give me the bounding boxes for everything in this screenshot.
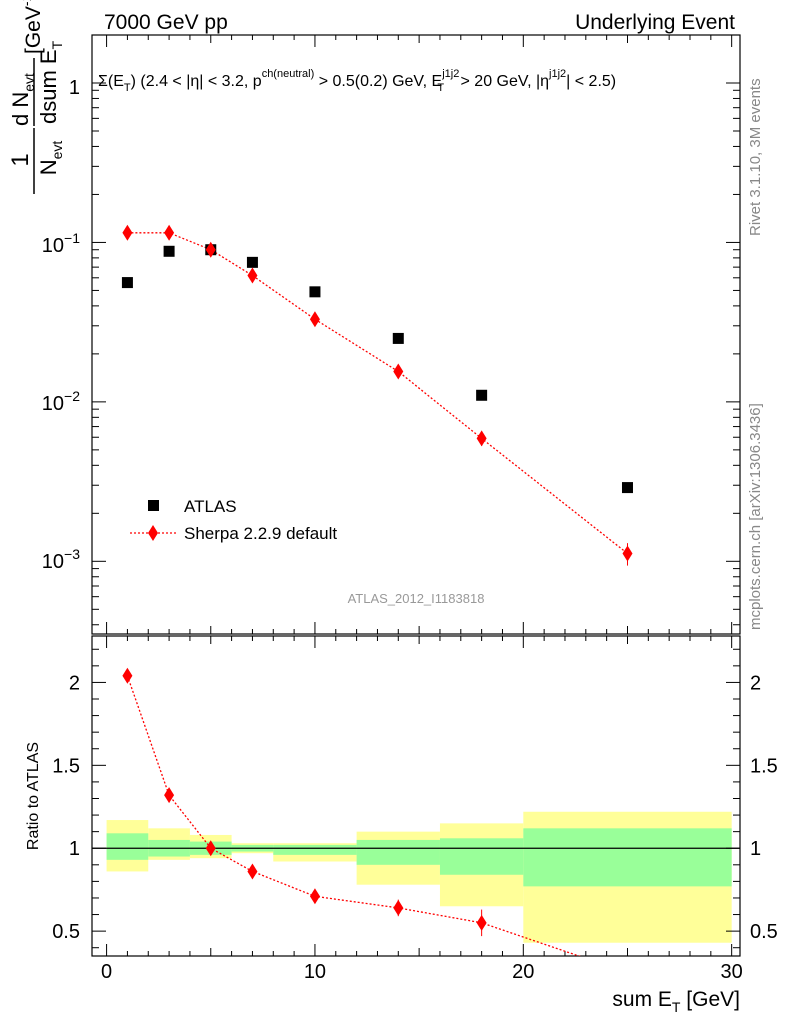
legend-sherpa-label: Sherpa 2.2.9 default — [184, 524, 337, 543]
svg-text:d Nevt: d Nevt — [8, 73, 37, 126]
ratio-y-axis-label: Ratio to ATLAS — [25, 742, 42, 850]
ratio-band-inner-bin — [273, 844, 357, 855]
sherpa-point — [205, 241, 216, 258]
ratio-y-tick-label-right: 2 — [750, 672, 761, 694]
ratio-x-tick-labels: 0 10 20 30 — [101, 961, 743, 983]
mcplots-label: mcplots.cern.ch [arXiv:1306.3436] — [747, 403, 764, 630]
sherpa-ratio-point — [122, 667, 133, 684]
sherpa-point — [122, 224, 133, 241]
y-tick-label-1e-1: 10−1 — [42, 230, 80, 257]
ratio-band-inner-bin — [356, 839, 440, 865]
ratio-y-tick-labels-right: 2 1.5 1 0.5 — [750, 672, 778, 943]
ratio-y-tick-label: 1.5 — [52, 755, 80, 777]
sherpa-ratio-point — [622, 965, 632, 981]
ratio-plot-frame — [91, 635, 741, 957]
legend: ATLAS Sherpa 2.2.9 default — [130, 497, 337, 543]
y-tick-label-1e-2: 10−2 — [42, 388, 80, 415]
main-y-ticks — [92, 34, 740, 634]
sherpa-point — [476, 430, 487, 447]
main-y-axis-label: 1 Nevt d Nevt dsum ET [GeV-1] — [7, 0, 65, 194]
sherpa-ratio-points — [122, 667, 632, 981]
svg-text:Nevt: Nevt — [36, 141, 65, 176]
legend-atlas-label: ATLAS — [184, 497, 237, 516]
svg-text:[GeV-1]: [GeV-1] — [18, 0, 45, 54]
y-tick-label-1: 1 — [69, 77, 80, 99]
ratio-y-tick-label-right: 0.5 — [750, 921, 778, 943]
ratio-y-tick-label: 2 — [69, 672, 80, 694]
legend-sherpa-marker — [148, 525, 158, 541]
sherpa-point — [309, 311, 320, 328]
sherpa-main-points — [122, 224, 633, 562]
rivet-label: Rivet 3.1.10, 3M events — [747, 78, 764, 236]
ratio-ticks — [92, 636, 740, 956]
x-axis-label: sum ET [GeV] — [612, 988, 740, 1015]
sherpa-ratio-point — [393, 899, 404, 916]
selection-text: Σ(ET) (2.4 < |η| < 3.2, pch(neutral) > 0… — [98, 68, 616, 94]
ratio-y-tick-label-right: 1.5 — [750, 755, 778, 777]
legend-atlas-marker — [148, 500, 159, 511]
sherpa-ratio-point — [476, 914, 487, 931]
x-tick-label: 30 — [721, 961, 743, 983]
ratio-y-tick-labels-left: 2 1.5 1 0.5 — [52, 672, 80, 943]
ratio-band-inner — [106, 828, 732, 887]
sherpa-point — [622, 545, 633, 562]
sherpa-point — [164, 224, 175, 241]
sherpa-point — [393, 363, 404, 380]
svg-text:dsum ET: dsum ET — [36, 40, 65, 124]
x-tick-label: 20 — [512, 961, 534, 983]
sherpa-ratio-point — [164, 787, 175, 804]
atlas-point — [392, 332, 404, 344]
sherpa-ratio-point — [309, 888, 320, 905]
ratio-y-tick-label: 1 — [69, 838, 80, 860]
atlas-point — [163, 245, 175, 257]
svg-text:1: 1 — [7, 153, 34, 166]
header-right: Underlying Event — [575, 11, 735, 34]
ratio-band-inner-bin — [106, 833, 149, 860]
ratio-y-tick-label: 0.5 — [52, 921, 80, 943]
ratio-band-inner-bin — [523, 828, 732, 887]
analysis-id: ATLAS_2012_I1183818 — [348, 591, 485, 606]
ratio-y-tick-label-right: 1 — [750, 838, 761, 860]
x-tick-label: 0 — [101, 961, 112, 983]
sherpa-ratio-point — [247, 863, 258, 880]
ratio-band-inner-bin — [439, 838, 524, 875]
main-plot-frame — [91, 34, 741, 635]
atlas-point — [121, 277, 133, 289]
sherpa-point — [247, 267, 258, 284]
sherpa-ratio-line — [126, 675, 581, 956]
x-tick-label: 10 — [304, 961, 326, 983]
sherpa-ratio-point — [205, 840, 216, 857]
atlas-point — [621, 482, 633, 494]
atlas-point — [476, 389, 488, 401]
atlas-point — [309, 286, 321, 298]
y-tick-label-1e-3: 10−3 — [42, 546, 80, 573]
header-left: 7000 GeV pp — [104, 11, 228, 34]
atlas-point — [246, 256, 258, 268]
atlas-points — [121, 244, 633, 494]
sherpa-main-line — [127, 232, 628, 555]
